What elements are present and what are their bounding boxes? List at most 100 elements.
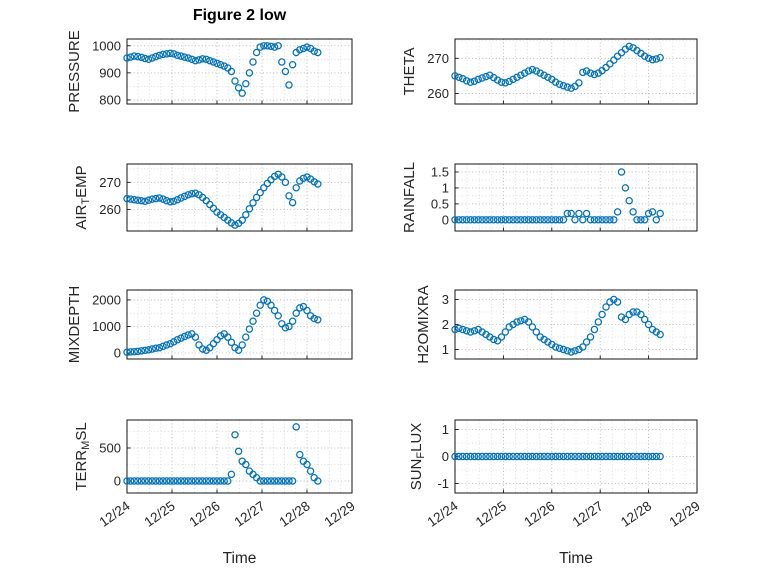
data-point-marker [532,452,541,461]
data-point-marker [314,48,322,57]
data-point-marker [278,477,286,485]
data-point-marker [474,75,482,84]
data-point-marker [260,184,268,192]
data-point-marker [216,477,225,485]
data-point-marker [466,78,475,86]
data-point-marker [249,58,257,66]
y-tick-label: 2000 [92,292,121,307]
data-point-marker [285,192,293,200]
data-point-marker [281,477,290,485]
data-point-marker [540,452,548,461]
data-point-marker [303,306,311,315]
y-tick-label: 1000 [92,319,121,334]
y-axis-label-mixdepth: MIXDEPTH [66,286,83,364]
data-point-marker [466,328,475,336]
data-point-marker [598,452,606,461]
y-tick-label: 0 [114,346,121,361]
data-point-marker [544,73,552,82]
y-tick-label: 0.5 [431,196,449,211]
y-tick-label: 900 [99,65,121,80]
data-point-marker [489,216,498,224]
y-axis-label-pressure: PRESSURE [66,30,83,113]
data-points [451,295,664,356]
data-point-marker [462,327,471,335]
data-point-marker [462,77,471,85]
subplot-air-temp: 260 270 AIRTEMP [73,163,353,232]
subplot-sun-flux: -1 0 1 12/24 12/25 12/26 12/27 12/28 12/29 SUNFLU… [408,419,703,530]
data-point-marker [497,452,506,461]
data-point-marker [493,216,502,224]
y-tick-label: 1 [442,180,449,195]
data-point-marker [505,77,513,86]
data-point-marker [288,477,297,485]
data-point-marker [206,477,214,485]
data-point-marker [644,452,653,461]
data-point-marker [263,42,272,50]
data-point-marker [155,51,164,60]
data-point-marker [216,60,225,69]
data-point-marker [482,452,490,461]
data-point-marker [532,216,541,224]
data-point-marker [532,67,541,75]
data-point-marker [551,452,560,461]
data-point-marker [555,80,564,89]
data-point-marker [296,46,304,54]
data-point-marker [625,42,633,51]
data-point-marker [177,52,185,60]
y-axis-label-sun-flux: SUNFLUX [408,423,427,491]
data-point-marker [563,347,572,355]
data-point-marker [256,301,264,309]
data-point-marker [216,332,225,340]
data-point-marker [180,192,189,201]
data-point-marker [648,55,657,64]
data-point-marker [137,477,146,485]
data-point-marker [455,216,463,224]
data-point-marker [274,477,282,485]
data-point-marker [260,42,268,50]
data-point-marker [177,194,185,202]
data-point-marker [586,69,595,77]
data-point-marker [656,452,664,461]
data-point-marker [524,216,533,224]
x-tick-label: 12/27 [231,498,267,530]
data-point-marker [579,68,587,77]
data-point-marker [123,348,131,356]
data-point-marker [281,178,290,187]
data-point-marker [288,198,297,207]
data-point-marker [640,52,649,60]
data-point-marker [292,184,300,192]
data-point-marker [242,460,250,469]
data-point-marker [242,333,250,341]
data-point-marker [637,216,645,224]
y-tick-label: 0 [442,212,449,227]
data-point-marker [458,452,467,461]
data-point-marker [126,348,135,356]
data-point-marker [640,452,649,461]
data-point-marker [489,452,498,461]
data-point-marker [180,477,189,485]
data-point-marker [590,325,599,334]
data-point-marker [501,216,510,224]
data-point-marker [505,452,513,461]
data-point-marker [517,317,525,325]
data-point-marker [586,333,595,341]
data-point-marker [625,196,633,205]
data-point-marker [551,78,560,86]
data-point-marker [220,62,228,70]
data-point-marker [231,431,239,439]
data-point-marker [528,65,537,74]
data-point-marker [166,339,174,348]
data-point-marker [602,216,610,224]
y-tick-label: 270 [427,51,449,66]
data-point-marker [227,470,236,479]
figure-title: Figure 2 low [192,7,287,24]
data-point-marker [162,341,171,349]
data-point-marker [555,216,564,224]
data-point-marker [486,452,494,461]
data-point-marker [648,452,657,461]
data-point-marker [191,189,200,197]
data-point-marker [170,197,178,206]
data-point-marker [195,477,203,485]
data-point-marker [148,477,156,485]
data-point-marker [170,477,178,485]
